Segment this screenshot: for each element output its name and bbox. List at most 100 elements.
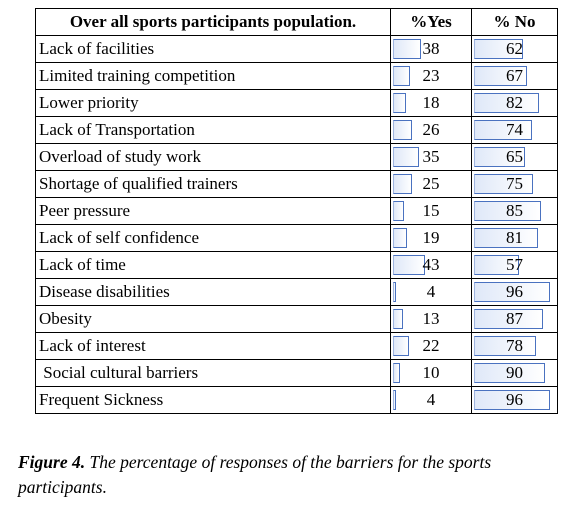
barrier-label: Social cultural barriers: [35, 359, 391, 387]
yes-cell: 23: [390, 62, 472, 90]
value-text: 38: [422, 39, 440, 58]
header-cell: %Yes: [390, 8, 472, 36]
no-cell: 75: [471, 170, 558, 198]
barrier-label: Frequent Sickness: [35, 386, 391, 414]
header-row: Over all sports participants population.…: [35, 8, 558, 36]
barrier-label: Obesity: [35, 305, 391, 333]
data-bar: [393, 309, 403, 329]
no-cell: 85: [471, 197, 558, 225]
data-bar: [474, 255, 520, 275]
data-bar: [393, 39, 422, 59]
data-bar: [393, 255, 425, 275]
data-bar: [393, 201, 405, 221]
no-cell: 96: [471, 386, 558, 414]
value-text: 85: [506, 201, 523, 220]
value-text: 90: [506, 363, 523, 382]
no-cell: 90: [471, 359, 558, 387]
value-text: 4: [426, 390, 436, 409]
barrier-label: Lower priority: [35, 89, 391, 117]
table-row: Disease disabilities 4 96: [35, 278, 558, 306]
yes-cell: 18: [390, 89, 472, 117]
yes-cell: 26: [390, 116, 472, 144]
value-text: 96: [506, 390, 523, 409]
barrier-label: Lack of interest: [35, 332, 391, 360]
no-cell: 74: [471, 116, 558, 144]
data-bar: [474, 336, 536, 356]
yes-cell: 10: [390, 359, 472, 387]
data-bar: [474, 390, 550, 410]
table-row: Limited training competition 23 67: [35, 62, 558, 90]
value-text: 19: [422, 228, 440, 247]
header-cell: % No: [471, 8, 558, 36]
no-cell: 78: [471, 332, 558, 360]
no-cell: 82: [471, 89, 558, 117]
yes-cell: 43: [390, 251, 472, 279]
no-cell: 96: [471, 278, 558, 306]
value-text: 15: [422, 201, 440, 220]
value-text: 25: [422, 174, 440, 193]
yes-cell: 25: [390, 170, 472, 198]
data-table: Over all sports participants population.…: [35, 8, 558, 414]
value-text: 96: [506, 282, 523, 301]
value-text: 75: [506, 174, 523, 193]
data-bar: [474, 282, 550, 302]
barrier-label: Limited training competition: [35, 62, 391, 90]
data-bar: [474, 120, 533, 140]
table-row: Lack of Transportation 26 74: [35, 116, 558, 144]
barrier-label: Peer pressure: [35, 197, 391, 225]
value-text: 35: [422, 147, 440, 166]
barrier-label: Lack of time: [35, 251, 391, 279]
table-row: Obesity 13 87: [35, 305, 558, 333]
yes-cell: 4: [390, 386, 472, 414]
value-text: 13: [422, 309, 440, 328]
barrier-label: Lack of Transportation: [35, 116, 391, 144]
data-bar: [393, 174, 412, 194]
yes-cell: 15: [390, 197, 472, 225]
data-bar: [393, 336, 410, 356]
table-row: Lack of interest 22 78: [35, 332, 558, 360]
table-row: Shortage of qualified trainers 25 75: [35, 170, 558, 198]
data-bar: [474, 66, 527, 86]
table-row: Social cultural barriers 10 90: [35, 359, 558, 387]
data-bar: [393, 147, 419, 167]
data-bar: [474, 39, 523, 59]
table-row: Lack of time 43 57: [35, 251, 558, 279]
value-text: 62: [506, 39, 523, 58]
no-cell: 67: [471, 62, 558, 90]
table-row: Peer pressure 15 85: [35, 197, 558, 225]
no-cell: 65: [471, 143, 558, 171]
value-text: 22: [422, 336, 440, 355]
data-bar: [393, 93, 407, 113]
table-row: Lower priority 18 82: [35, 89, 558, 117]
yes-cell: 22: [390, 332, 472, 360]
data-bar: [474, 363, 546, 383]
caption-text: The percentage of responses of the barri…: [18, 452, 492, 497]
data-bar: [474, 201, 542, 221]
data-bar: [474, 147, 526, 167]
barrier-label: Disease disabilities: [35, 278, 391, 306]
table-row: Frequent Sickness 4 96: [35, 386, 558, 414]
no-cell: 62: [471, 35, 558, 63]
value-text: 67: [506, 66, 523, 85]
value-text: 18: [422, 93, 440, 112]
value-text: 4: [426, 282, 436, 301]
data-bar: [474, 174, 534, 194]
barrier-label: Overload of study work: [35, 143, 391, 171]
value-text: 65: [506, 147, 523, 166]
value-text: 82: [506, 93, 523, 112]
data-bar: [474, 93, 539, 113]
table-row: Lack of facilities 38 62: [35, 35, 558, 63]
caption: Figure 4. The percentage of responses of…: [18, 450, 578, 500]
caption-label: Figure 4.: [18, 452, 86, 472]
no-cell: 87: [471, 305, 558, 333]
no-cell: 81: [471, 224, 558, 252]
data-bar: [393, 66, 411, 86]
data-bar: [393, 282, 396, 302]
table-row: Lack of self confidence 19 81: [35, 224, 558, 252]
data-bar: [393, 363, 401, 383]
data-bar: [393, 390, 396, 410]
data-bar: [393, 120, 413, 140]
value-text: 10: [422, 363, 440, 382]
value-text: 78: [506, 336, 523, 355]
